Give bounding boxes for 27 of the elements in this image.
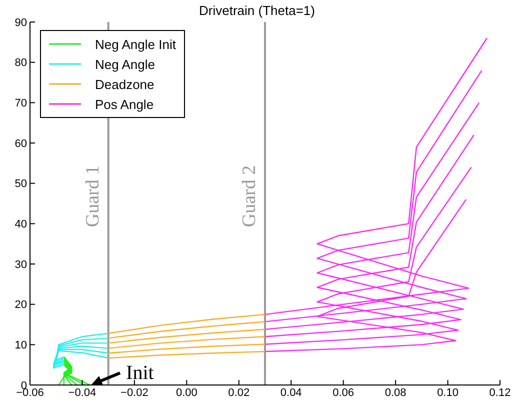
annotation: Init [126,362,154,384]
legend-label: Deadzone [95,76,154,92]
y-tick-label: 90 [14,16,27,29]
legend-label: Pos Angle [95,96,154,112]
chart-title: Drivetrain (Theta=1) [198,3,316,18]
ref-line-label: Guard 2 [239,165,260,228]
y-tick-label: 30 [14,258,27,271]
x-tick-label: 0.04 [280,386,302,399]
x-tick-label: −0.04 [68,386,96,399]
y-tick-label: 70 [14,98,27,110]
legend-label: Neg Angle Init [95,36,176,52]
x-tick-label: −0.06 [16,386,44,399]
x-tick-label: −0.02 [120,386,148,399]
x-tick-label: 0.12 [489,386,511,399]
x-tick-label: 0.08 [384,386,406,399]
ref-line-label: Guard 1 [82,165,104,228]
y-tick-label: 60 [14,138,27,150]
x-tick-label: 0.00 [176,386,198,399]
x-tick-label: 0.06 [332,386,354,399]
y-tick-label: 20 [14,299,27,312]
y-tick-label: 80 [14,57,27,70]
y-tick-label: 50 [14,178,27,190]
y-tick-label: 10 [14,340,27,352]
legend-label: Neg Angle [95,56,155,72]
x-tick-label: 0.10 [437,386,458,399]
y-tick-label: 40 [14,218,27,231]
x-tick-label: 0.02 [228,386,250,399]
